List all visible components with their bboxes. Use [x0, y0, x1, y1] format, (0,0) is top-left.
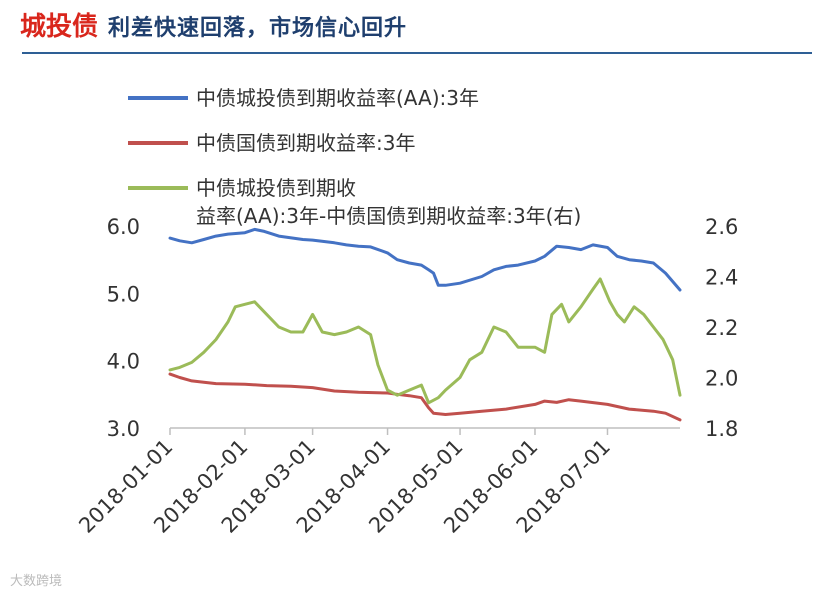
series-line-1: [168, 372, 682, 422]
y-left-tick-label: 5.0: [107, 282, 140, 306]
legend-label-2-line1: 中债城投债到期收: [196, 176, 356, 200]
y-left-tick-label: 3.0: [107, 417, 140, 441]
y-right-tick-label: 2.2: [705, 316, 738, 340]
legend-label-1: 中债国债到期收益率:3年: [196, 131, 415, 155]
header: 城投债 利差快速回落，市场信心回升: [20, 6, 407, 46]
y-right-tick-label: 2.4: [705, 266, 738, 290]
y-right-tick-label: 1.8: [705, 417, 738, 441]
series-line-2: [168, 277, 682, 405]
legend-label-2-line2: 益率(AA):3年-中债国债到期收益率:3年(右): [196, 204, 581, 228]
header-rule: [22, 52, 812, 54]
y-right-tick-label: 2.0: [705, 367, 738, 391]
series-line-0: [168, 227, 682, 292]
y-left-tick-label: 6.0: [107, 215, 140, 239]
legend: 中债城投债到期收益率(AA):3年 中债国债到期收益率:3年 中债城投债到期收 …: [128, 86, 581, 228]
watermark-text: 大数跨境: [10, 574, 63, 589]
y-left-tick-label: 4.0: [107, 350, 140, 374]
legend-label-2: 中债城投债到期收 益率(AA):3年-中债国债到期收益率:3年(右): [196, 176, 581, 228]
header-title: 利差快速回落，市场信心回升: [108, 16, 408, 41]
legend-label-0: 中债城投债到期收益率(AA):3年: [196, 86, 479, 110]
header-tag: 城投债: [20, 12, 99, 42]
y-right-tick-label: 2.6: [705, 215, 738, 239]
plot-area: [168, 227, 682, 422]
